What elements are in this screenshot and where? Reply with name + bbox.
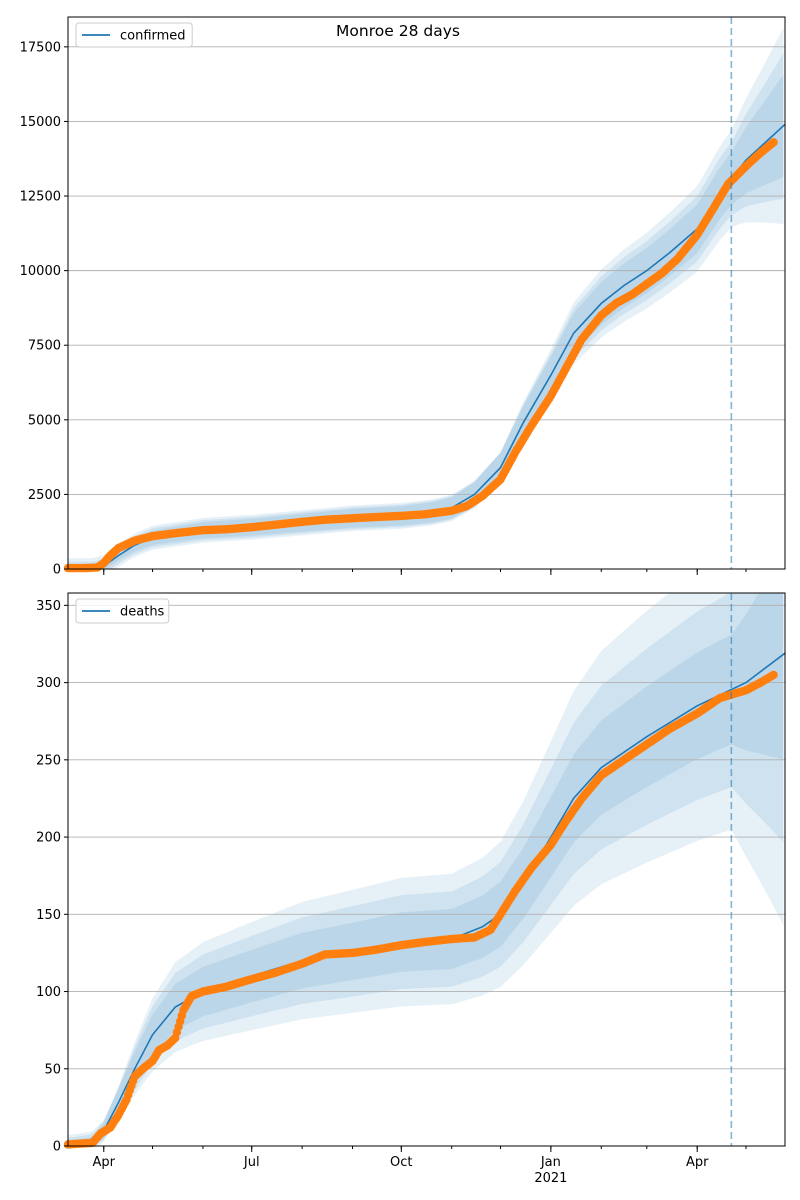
observed-point	[769, 138, 778, 147]
confirmed-panel: 0 2500 5000 7500 10000 12500 15000 17500 confir…	[20, 16, 786, 578]
figure-title: Monroe 28 days	[336, 22, 460, 40]
axes-frame	[67, 16, 786, 570]
confirmed-observed-points	[63, 138, 778, 573]
confirmed-uncertainty-bands	[68, 27, 784, 569]
legend-label: confirmed	[120, 29, 186, 44]
uncertainty-band	[68, 27, 784, 569]
confirmed-y-axis: 0 2500 5000 7500 10000 12500 15000 17500	[20, 40, 68, 578]
y-tick-label: 50	[44, 1062, 61, 1077]
y-tick-label: 0	[53, 563, 61, 578]
deaths-observed-points	[63, 670, 778, 1149]
y-tick-label: 17500	[20, 40, 61, 55]
uncertainty-band	[68, 593, 784, 1146]
uncertainty-band	[68, 593, 784, 1146]
y-tick-label: 5000	[28, 413, 61, 428]
legend-box	[75, 598, 170, 624]
y-tick-label: 0	[53, 1140, 61, 1155]
y-tick-label: 2500	[28, 488, 61, 503]
x-tick-label: Jul	[243, 1155, 260, 1170]
confirmed-gridlines	[68, 46, 785, 570]
deaths-legend: deaths	[75, 598, 170, 624]
y-tick-label: 12500	[20, 190, 61, 205]
legend-label: deaths	[120, 605, 165, 620]
y-tick-label: 7500	[28, 339, 61, 354]
confirmed-legend: confirmed	[75, 22, 193, 48]
y-tick-label: 350	[36, 599, 61, 614]
confirmed-axes-frame	[67, 16, 786, 570]
y-tick-label: 300	[36, 676, 61, 691]
deaths-axes-frame	[67, 592, 786, 1147]
legend-box	[75, 22, 193, 48]
uncertainty-band	[68, 53, 784, 569]
deaths-y-axis: 0 50 100 150 200 250 300 350	[36, 599, 68, 1155]
y-tick-label: 250	[36, 753, 61, 768]
uncertainty-band	[68, 593, 784, 1146]
y-tick-label: 150	[36, 908, 61, 923]
deaths-uncertainty-bands	[68, 593, 784, 1146]
x-tick-label: Jan	[540, 1155, 561, 1170]
x-tick-label: Apr	[686, 1155, 709, 1170]
y-tick-label: 100	[36, 985, 61, 1000]
y-tick-label: 15000	[20, 115, 61, 130]
x-tick-label: Apr	[93, 1155, 116, 1170]
y-tick-label: 200	[36, 831, 61, 846]
observed-point	[769, 670, 778, 680]
y-tick-label: 10000	[20, 264, 61, 279]
x-year-label: 2021	[534, 1171, 567, 1186]
confirmed-x-axis	[103, 569, 747, 575]
axes-frame	[67, 592, 786, 1147]
x-tick-label: Oct	[390, 1155, 412, 1170]
